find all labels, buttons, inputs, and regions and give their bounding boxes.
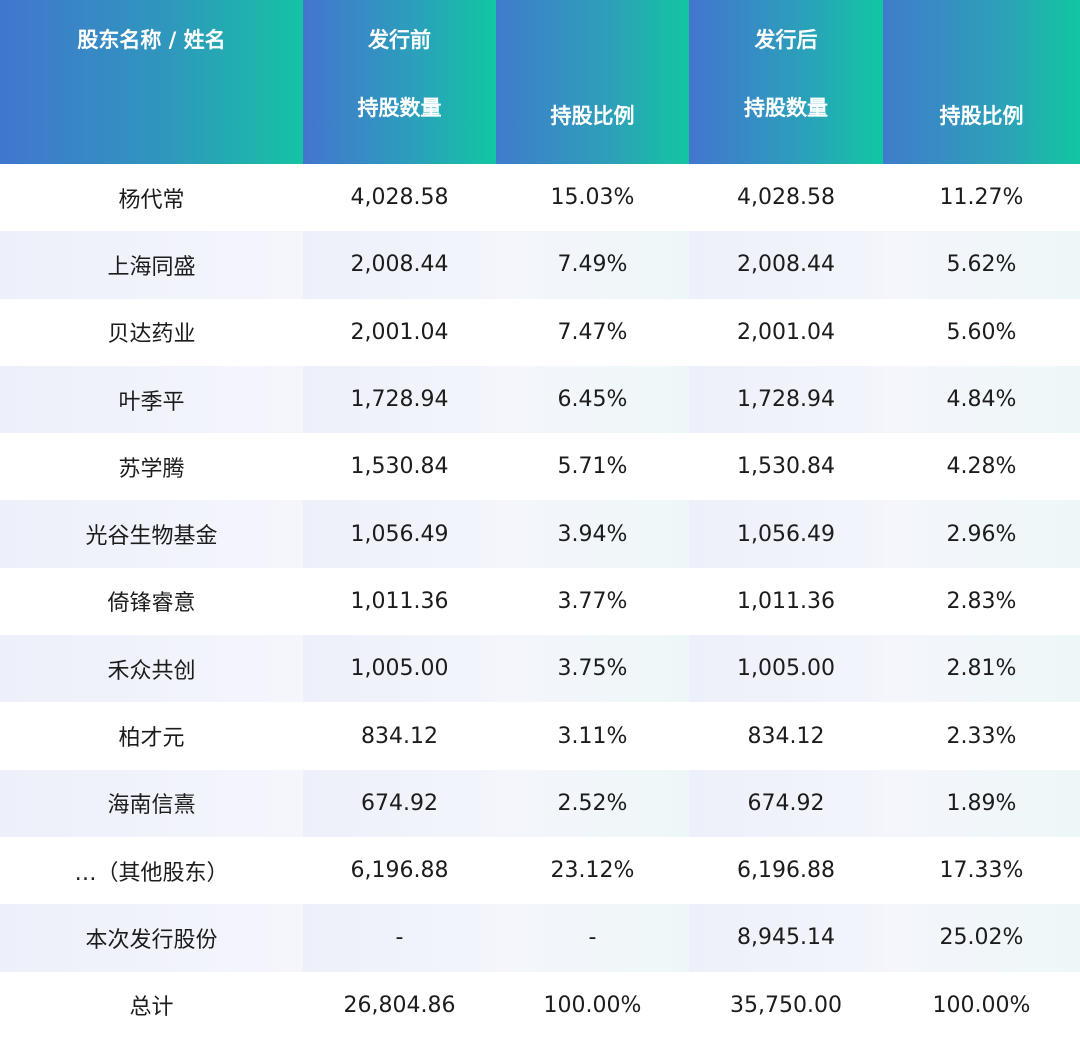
- shareholder-name-cell: 禾众共创: [0, 635, 303, 703]
- table-row: 海南信熹 674.92 2.52% 674.92 1.89%: [0, 769, 1080, 837]
- header-before-shares: 持股数量: [303, 92, 496, 164]
- after-shares-cell: 8,945.14: [689, 904, 883, 972]
- table-row: …（其他股东） 6,196.88 23.12% 6,196.88 17.33%: [0, 836, 1080, 905]
- after-shares-cell: 834.12: [689, 702, 883, 770]
- after-shares-cell: 6,196.88: [689, 836, 883, 905]
- shareholder-name-cell: …（其他股东）: [0, 836, 303, 905]
- before-ratio-cell: 3.11%: [496, 702, 689, 770]
- before-ratio-cell: 3.75%: [496, 635, 689, 703]
- after-shares-cell: 2,008.44: [689, 231, 883, 299]
- before-shares-cell: 834.12: [303, 702, 496, 770]
- table-row: 苏学腾 1,530.84 5.71% 1,530.84 4.28%: [0, 433, 1080, 501]
- header-before-ratio: 持股比例: [550, 104, 635, 128]
- table-header: 股东名称 / 姓名 发行前 持股比例 发行后 持股比例 持股数量 持股数量: [0, 0, 1080, 164]
- before-ratio-cell: 7.47%: [496, 298, 689, 366]
- after-ratio-cell: 100.00%: [883, 971, 1080, 1039]
- before-ratio-cell: 3.77%: [496, 567, 689, 636]
- header-before-issuance: 发行前: [303, 0, 496, 92]
- before-ratio-cell: 23.12%: [496, 836, 689, 905]
- header-shareholder-name: 股东名称 / 姓名: [0, 0, 303, 164]
- after-shares-cell: 1,728.94: [689, 365, 883, 434]
- before-shares-cell: -: [303, 904, 496, 972]
- after-ratio-cell: 2.83%: [883, 567, 1080, 636]
- table-row: 贝达药业 2,001.04 7.47% 2,001.04 5.60%: [0, 298, 1080, 366]
- shareholder-name-cell: 海南信熹: [0, 769, 303, 837]
- table-row: 柏才元 834.12 3.11% 834.12 2.33%: [0, 702, 1080, 770]
- table-body: 杨代常 4,028.58 15.03% 4,028.58 11.27% 上海同盛 2,008…: [0, 164, 1080, 1039]
- header-row-sub: 持股数量 持股数量: [0, 92, 1080, 164]
- after-shares-cell: 35,750.00: [689, 971, 883, 1039]
- before-ratio-cell: 3.94%: [496, 500, 689, 568]
- before-shares-cell: 1,056.49: [303, 500, 496, 568]
- after-ratio-cell: 4.84%: [883, 365, 1080, 434]
- after-ratio-cell: 2.33%: [883, 702, 1080, 770]
- after-ratio-cell: 17.33%: [883, 836, 1080, 905]
- table-row: 倚锋睿意 1,011.36 3.77% 1,011.36 2.83%: [0, 567, 1080, 636]
- after-shares-cell: 1,005.00: [689, 635, 883, 703]
- before-shares-cell: 1,005.00: [303, 635, 496, 703]
- table-row: 上海同盛 2,008.44 7.49% 2,008.44 5.62%: [0, 231, 1080, 299]
- before-ratio-cell: 6.45%: [496, 365, 689, 434]
- header-after-issuance: 发行后: [689, 0, 883, 92]
- after-shares-cell: 674.92: [689, 769, 883, 837]
- before-ratio-cell: 100.00%: [496, 971, 689, 1039]
- after-ratio-cell: 25.02%: [883, 904, 1080, 972]
- table-row: 光谷生物基金 1,056.49 3.94% 1,056.49 2.96%: [0, 500, 1080, 568]
- after-ratio-cell: 5.62%: [883, 231, 1080, 299]
- before-shares-cell: 1,728.94: [303, 365, 496, 434]
- shareholder-name-cell: 总计: [0, 971, 303, 1039]
- before-ratio-cell: 15.03%: [496, 164, 689, 232]
- after-ratio-cell: 11.27%: [883, 164, 1080, 232]
- after-shares-cell: 1,056.49: [689, 500, 883, 568]
- after-ratio-cell: 5.60%: [883, 298, 1080, 366]
- before-ratio-cell: 7.49%: [496, 231, 689, 299]
- header-after-ratio: 持股比例: [939, 104, 1024, 128]
- before-shares-cell: 1,530.84: [303, 433, 496, 501]
- table-row: 禾众共创 1,005.00 3.75% 1,005.00 2.81%: [0, 635, 1080, 703]
- table-row: 杨代常 4,028.58 15.03% 4,028.58 11.27%: [0, 164, 1080, 232]
- before-shares-cell: 674.92: [303, 769, 496, 837]
- shareholder-name-cell: 贝达药业: [0, 298, 303, 366]
- shareholder-name-cell: 倚锋睿意: [0, 567, 303, 636]
- before-shares-cell: 2,001.04: [303, 298, 496, 366]
- table-row: 叶季平 1,728.94 6.45% 1,728.94 4.84%: [0, 365, 1080, 434]
- shareholder-name-cell: 苏学腾: [0, 433, 303, 501]
- shareholder-name-cell: 本次发行股份: [0, 904, 303, 972]
- after-ratio-cell: 4.28%: [883, 433, 1080, 501]
- shareholder-name-cell: 光谷生物基金: [0, 500, 303, 568]
- shareholder-name-cell: 上海同盛: [0, 231, 303, 299]
- after-ratio-cell: 2.96%: [883, 500, 1080, 568]
- table-row: 本次发行股份 - -8,945.14 25.02%: [0, 904, 1080, 972]
- before-ratio-cell: -: [496, 904, 689, 972]
- shareholder-name-cell: 叶季平: [0, 365, 303, 434]
- before-shares-cell: 2,008.44: [303, 231, 496, 299]
- after-shares-cell: 4,028.58: [689, 164, 883, 232]
- after-shares-cell: 2,001.04: [689, 298, 883, 366]
- before-ratio-cell: 2.52%: [496, 769, 689, 837]
- header-after-ratio-cell: 持股比例: [883, 0, 1080, 164]
- table-row: 总计 26,804.86 100.00% 35,750.00 100.00%: [0, 971, 1080, 1039]
- header-row-groups: 股东名称 / 姓名 发行前 持股比例 发行后 持股比例: [0, 0, 1080, 164]
- after-shares-cell: 1,530.84: [689, 433, 883, 501]
- before-shares-cell: 6,196.88: [303, 836, 496, 905]
- after-ratio-cell: 1.89%: [883, 769, 1080, 837]
- shareholder-name-cell: 柏才元: [0, 702, 303, 770]
- before-shares-cell: 4,028.58: [303, 164, 496, 232]
- after-shares-cell: 1,011.36: [689, 567, 883, 636]
- header-after-shares: 持股数量: [689, 92, 883, 164]
- after-ratio-cell: 2.81%: [883, 635, 1080, 703]
- header-before-ratio-cell: 持股比例: [496, 0, 689, 164]
- before-shares-cell: 1,011.36: [303, 567, 496, 636]
- shareholder-name-cell: 杨代常: [0, 164, 303, 232]
- before-shares-cell: 26,804.86: [303, 971, 496, 1039]
- before-ratio-cell: 5.71%: [496, 433, 689, 501]
